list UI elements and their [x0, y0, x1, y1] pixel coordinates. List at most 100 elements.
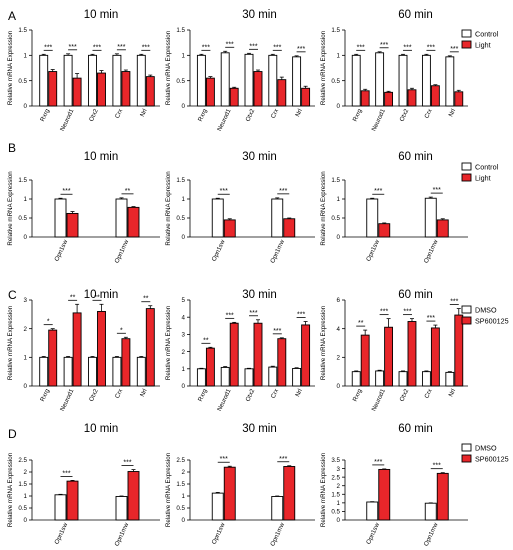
bar-dmso	[398, 371, 408, 387]
y-axis-label: Relative mRNA Expression	[320, 452, 327, 527]
bar-light	[301, 87, 311, 107]
y-tick-label: 1.5	[331, 177, 340, 184]
bar-control	[136, 54, 146, 107]
legend-label: Light	[475, 41, 491, 50]
x-tick-label: Nrl	[294, 108, 304, 118]
x-tick-label: Nrl	[139, 108, 149, 118]
x-tick-label: Otx2	[88, 387, 100, 402]
y-axis-label: Relative mRNA Expression	[7, 30, 14, 105]
y-tick-label: 4	[337, 326, 341, 333]
y-tick-label: 3.5	[331, 457, 340, 464]
bar-sp600125	[97, 311, 106, 387]
legend-swatch	[461, 173, 472, 182]
bar-light	[48, 71, 58, 107]
bar-dmso	[136, 356, 146, 387]
bar-control	[292, 56, 302, 107]
significance-label: ***	[249, 43, 257, 50]
legend-swatch	[461, 443, 472, 452]
chart-title: 60 min	[398, 289, 433, 301]
bar-dmso	[115, 496, 128, 521]
x-tick-label: Neurod1	[216, 387, 233, 412]
subchart-1: 10 min Relative mRNA Expression 0 0.5 1 1.5 **…	[7, 151, 160, 264]
subchart-2: 30 min Relative mRNA Expression 0 0.5 1 1.5 **…	[165, 9, 315, 132]
significance-label: ***	[380, 42, 388, 49]
subchart-3: 60 min Relative mRNA Expression 0 0.5 1 1.5 **…	[320, 9, 468, 132]
bar-sp600125	[48, 329, 58, 387]
y-tick-label: 6	[337, 297, 341, 304]
subchart-2: 30 min Relative mRNA Expression 0 0.5 1 1.5 2 2…	[165, 423, 315, 547]
significance-label: ***	[450, 46, 458, 53]
bar-dmso	[196, 368, 206, 387]
bar-dmso	[271, 496, 284, 521]
x-tick-label: Neurod1	[371, 387, 388, 412]
significance-label: ***	[450, 299, 458, 306]
bar-control	[268, 54, 278, 107]
legend-label: DMSO	[475, 444, 497, 453]
y-tick-label: 2.5	[176, 457, 185, 464]
chart-title: 30 min	[242, 289, 277, 301]
bar-control	[88, 54, 97, 107]
y-tick-label: 0.5	[18, 78, 27, 85]
bar-light	[253, 71, 263, 107]
bar-control	[54, 198, 67, 238]
y-tick-label: 0	[337, 103, 341, 110]
bar-light	[430, 85, 440, 107]
y-tick-label: 1.5	[176, 27, 185, 34]
bar-sp600125	[253, 322, 263, 387]
x-tick-label: Opn1mw	[114, 238, 131, 264]
bar-sp600125	[407, 321, 417, 387]
x-tick-label: Otx2	[244, 387, 256, 402]
chart-title: 60 min	[398, 423, 433, 435]
significance-label: **	[70, 294, 76, 301]
x-tick-label: Rxrg	[197, 387, 209, 402]
x-tick-label: Crx	[423, 387, 434, 400]
y-tick-label: 2	[24, 469, 28, 476]
bar-light	[205, 77, 215, 107]
y-axis-label: Relative mRNA Expression	[320, 30, 327, 105]
x-tick-label: Opn1mw	[269, 521, 286, 547]
bar-sp600125	[378, 468, 391, 521]
significance-label: ***	[202, 44, 210, 51]
y-tick-label: 0.5	[331, 78, 340, 85]
y-tick-label: 2.5	[331, 474, 340, 481]
y-axis-label: Relative mRNA Expression	[320, 305, 327, 380]
bar-light	[384, 91, 394, 107]
significance-label: ***	[297, 312, 305, 319]
panel-letter: D	[8, 427, 17, 441]
legend-swatch	[461, 29, 472, 38]
subchart-1: 10 min Relative mRNA Expression 0 0.5 1 1.5 **…	[7, 9, 160, 132]
y-tick-label: 0.5	[176, 78, 185, 85]
legend-swatch	[461, 162, 472, 171]
significance-label: ***	[93, 44, 101, 51]
chart-title: 10 min	[84, 289, 119, 301]
y-tick-label: 1	[24, 493, 28, 500]
legend: Control Light	[461, 162, 499, 183]
significance-label: **	[125, 188, 131, 195]
significance-label: ***	[62, 188, 70, 195]
bar-control	[398, 54, 408, 107]
y-tick-label: 1	[337, 53, 341, 60]
bar-dmso	[112, 356, 122, 387]
y-tick-label: 0.5	[18, 505, 27, 512]
chart-title: 30 min	[242, 423, 277, 435]
bar-light	[277, 79, 287, 107]
panel-letter: C	[8, 288, 17, 302]
y-tick-label: 1	[337, 196, 341, 203]
bar-sp600125	[430, 327, 440, 387]
y-tick-label: 0	[182, 103, 186, 110]
bar-control	[351, 54, 361, 107]
chart-title: 60 min	[398, 9, 433, 21]
x-tick-label: Crx	[114, 107, 125, 120]
bar-control	[244, 53, 254, 107]
chart-title: 10 min	[84, 9, 119, 21]
x-tick-label: Neurod1	[59, 387, 76, 412]
chart-title: 60 min	[398, 151, 433, 163]
x-tick-label: Rxrg	[197, 107, 209, 122]
y-tick-label: 1.5	[18, 481, 27, 488]
bar-control	[211, 198, 224, 238]
bar-light	[223, 219, 236, 238]
y-axis-label: Relative mRNA Expression	[320, 171, 327, 246]
bar-control	[366, 198, 379, 238]
bar-sp600125	[223, 466, 236, 521]
